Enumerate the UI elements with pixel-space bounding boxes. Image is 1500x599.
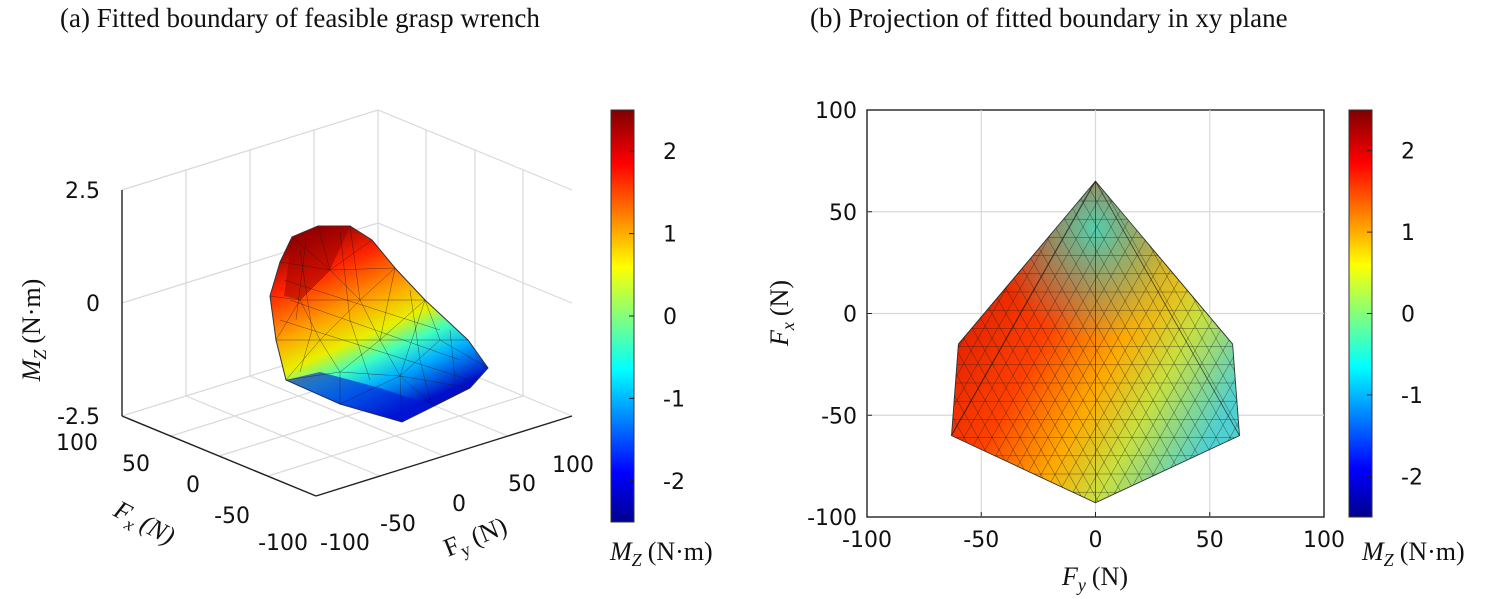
colorbar-label: MZ (N·m) bbox=[609, 537, 713, 570]
fy-axis-line bbox=[315, 415, 573, 497]
x-tick-label: 50 bbox=[1196, 528, 1224, 553]
y-tick-label: -100 bbox=[807, 506, 857, 531]
colorbar-ticks: 2 1 0 -1 -2 bbox=[1367, 140, 1423, 490]
panel-b-colorbar: 2 1 0 -1 -2 MZ (N·m) bbox=[1348, 109, 1465, 570]
x-tick: 0 bbox=[186, 473, 200, 498]
colorbar-tick-label: -1 bbox=[663, 387, 685, 412]
z-tick: -2.5 bbox=[57, 405, 100, 430]
panel-a-zlabel: MZ(N·m) bbox=[17, 279, 50, 383]
y-tick-label: -50 bbox=[821, 404, 857, 429]
panel-a-title: (a) Fitted boundary of feasible grasp wr… bbox=[60, 3, 540, 33]
panel-b-xlabel: Fy (N) bbox=[1061, 562, 1128, 595]
panel-a-colorbar: 2 1 0 -1 -2 MZ (N·m) bbox=[609, 109, 713, 570]
colorbar-tick-label: 1 bbox=[1401, 221, 1415, 246]
panel-b: (b) Projection of fitted boundary in xy … bbox=[765, 3, 1465, 595]
z-tick: 2.5 bbox=[65, 179, 100, 204]
colorbar-tick-label: -2 bbox=[1401, 465, 1423, 490]
colorbar-tick-label: 2 bbox=[663, 140, 677, 165]
panel-a-surface bbox=[269, 225, 489, 423]
x-tick-label: 0 bbox=[1089, 528, 1103, 553]
colorbar-tick-label: 1 bbox=[663, 223, 677, 248]
panel-a-xlabel: Fx(N) bbox=[106, 494, 179, 554]
x-tick: 50 bbox=[122, 452, 150, 477]
z-tick: 0 bbox=[86, 292, 100, 317]
colorbar-label: MZ (N·m) bbox=[1361, 537, 1465, 570]
panel-a-y-ticks: -100 -50 0 50 100 bbox=[320, 453, 594, 556]
y-tick-label: 0 bbox=[843, 303, 857, 328]
y-tick: 0 bbox=[452, 492, 466, 517]
y-tick: 50 bbox=[508, 472, 536, 497]
y-tick: -100 bbox=[320, 531, 370, 556]
fx-axis-line bbox=[121, 415, 317, 497]
x-tick-label: -50 bbox=[963, 528, 999, 553]
panel-b-surface bbox=[951, 180, 1240, 504]
x-tick: -50 bbox=[214, 504, 250, 529]
colorbar-tick-label: -2 bbox=[663, 470, 685, 495]
x-tick-label: 100 bbox=[1303, 528, 1345, 553]
panel-b-ylabel: Fx(N) bbox=[765, 280, 798, 347]
colorbar-tick-label: 2 bbox=[1401, 140, 1415, 165]
y-tick: -50 bbox=[380, 512, 416, 537]
colorbar-tick-label: 0 bbox=[1401, 303, 1415, 328]
x-tick-label: -100 bbox=[842, 528, 892, 553]
panel-b-title: (b) Projection of fitted boundary in xy … bbox=[810, 3, 1288, 33]
panel-a-axes bbox=[121, 190, 573, 497]
y-tick-label: 50 bbox=[829, 201, 857, 226]
colorbar-tick-label: -1 bbox=[1401, 384, 1423, 409]
x-tick: -100 bbox=[258, 531, 308, 556]
colorbar-ticks: 2 1 0 -1 -2 bbox=[629, 140, 685, 495]
panel-a-z-ticks: 2.5 0 -2.5 bbox=[57, 179, 100, 430]
y-tick: 100 bbox=[552, 453, 594, 478]
x-tick: 100 bbox=[56, 431, 98, 456]
panel-a: (a) Fitted boundary of feasible grasp wr… bbox=[17, 3, 713, 570]
panel-b-ticks: -100 -50 0 50 100 100 50 0 -50 -100 bbox=[807, 99, 1345, 553]
panel-a-x-ticks: 100 50 0 -50 -100 bbox=[56, 431, 308, 556]
y-tick-label: 100 bbox=[815, 99, 857, 124]
colorbar-tick-label: 0 bbox=[663, 305, 677, 330]
panel-a-ylabel: Fy(N) bbox=[439, 511, 512, 566]
